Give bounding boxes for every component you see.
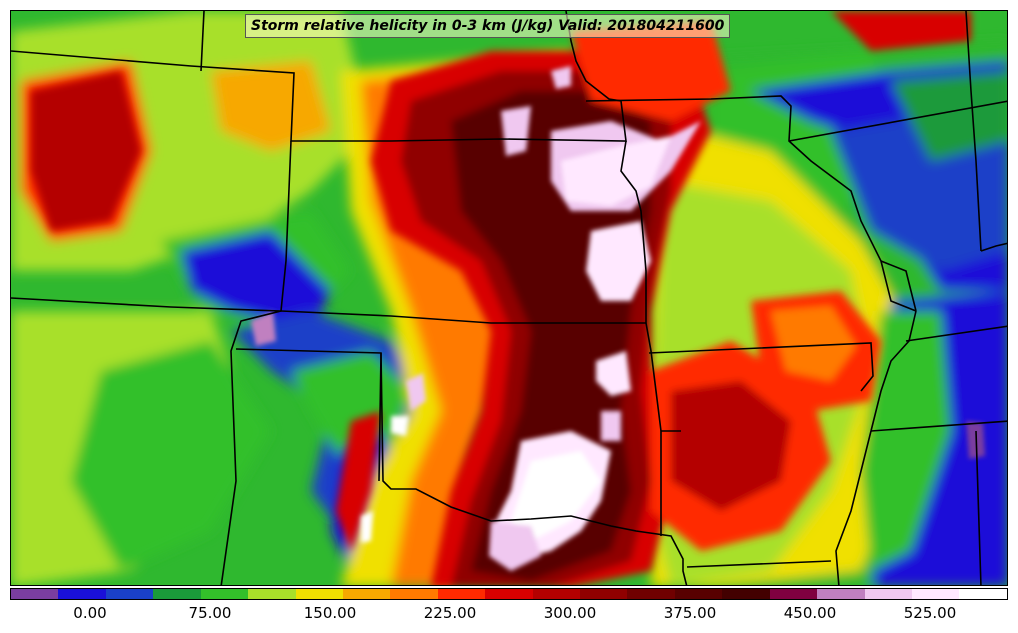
colorbar-segment: [485, 589, 533, 599]
colorbar-segment: [674, 589, 723, 599]
colorbar-tick-label: 0.00: [73, 604, 107, 622]
map-title: Storm relative helicity in 0-3 km (J/kg)…: [251, 18, 725, 34]
colorbar-segment: [627, 589, 675, 599]
colorbar-tick-label: 75.00: [188, 604, 232, 622]
colorbar-segment: [153, 589, 201, 599]
colorbar-segment: [912, 589, 960, 599]
colorbar: [10, 588, 1008, 600]
colorbar-segment: [580, 589, 628, 599]
colorbar-segment: [295, 589, 343, 599]
colorbar-segment: [864, 589, 913, 599]
colorbar-tick-label: 450.00: [783, 604, 837, 622]
colorbar-segment: [11, 589, 59, 599]
colorbar-tick-labels: 0.00 75.00 150.00 225.00 300.00 375.00 450.00 5…: [10, 604, 1008, 624]
colorbar-segment: [342, 589, 391, 599]
colorbar-tick-label: 225.00: [423, 604, 477, 622]
colorbar-segment: [959, 589, 1007, 599]
colorbar-segment: [532, 589, 581, 599]
colorbar-tick-label: 375.00: [663, 604, 717, 622]
colorbar-segment: [817, 589, 865, 599]
colorbar-segment: [248, 589, 296, 599]
colorbar-segment: [769, 589, 818, 599]
colorbar-tick-label: 300.00: [543, 604, 597, 622]
colorbar-segment: [390, 589, 438, 599]
colorbar-segment: [105, 589, 154, 599]
colorbar-segment: [200, 589, 249, 599]
colorbar-segment: [722, 589, 770, 599]
colorbar-segment: [58, 589, 106, 599]
colorbar-segment: [437, 589, 486, 599]
helicity-field: [11, 11, 1007, 585]
colorbar-tick-label: 525.00: [903, 604, 957, 622]
state-borders: [11, 11, 1007, 585]
helicity-map: [10, 10, 1008, 586]
map-title-box: Storm relative helicity in 0-3 km (J/kg)…: [245, 14, 731, 38]
colorbar-tick-label: 150.00: [303, 604, 357, 622]
